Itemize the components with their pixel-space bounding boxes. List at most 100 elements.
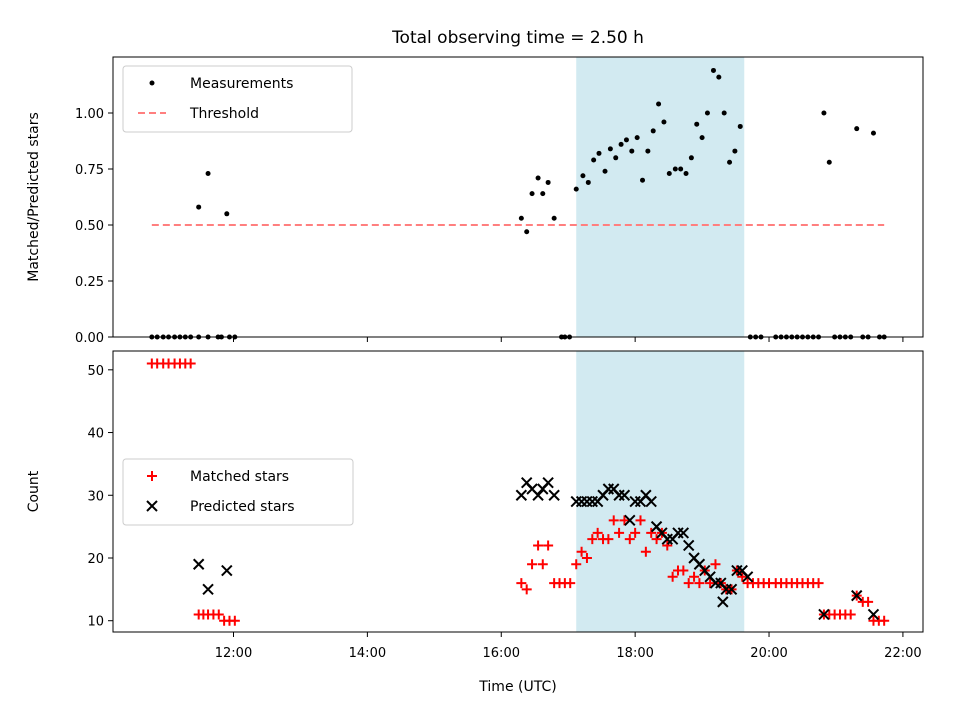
x-tick-label: 22:00 bbox=[884, 646, 921, 661]
predicted-star-point bbox=[624, 514, 636, 527]
measurement-point bbox=[704, 110, 710, 116]
measurement-point bbox=[870, 130, 876, 136]
matched-star-point bbox=[863, 596, 874, 607]
y-tick-label: 0.00 bbox=[75, 331, 104, 346]
measurement-point bbox=[205, 170, 211, 176]
legend-label: Matched stars bbox=[190, 469, 289, 485]
measurement-point bbox=[573, 186, 579, 192]
y-tick-label: 0.75 bbox=[75, 163, 104, 178]
matched-star-point bbox=[527, 559, 538, 570]
measurement-point bbox=[545, 179, 551, 185]
measurement-point bbox=[656, 101, 662, 107]
measurement-point bbox=[613, 155, 619, 161]
matched-star-point bbox=[565, 578, 576, 589]
measurement-point bbox=[524, 229, 530, 235]
matched-star-point bbox=[521, 584, 532, 595]
y-tick-label: 50 bbox=[87, 364, 104, 379]
measurement-point bbox=[585, 179, 591, 185]
matched-star-point bbox=[646, 527, 657, 538]
y-tick-label: 0.25 bbox=[75, 275, 104, 290]
x-tick-label: 12:00 bbox=[215, 646, 252, 661]
matched-star-point bbox=[667, 571, 678, 582]
matched-star-point bbox=[213, 609, 224, 620]
predicted-star-point bbox=[542, 477, 554, 489]
x-tick-label: 20:00 bbox=[750, 646, 787, 661]
measurement-point bbox=[602, 168, 608, 174]
measurement-point bbox=[650, 128, 656, 134]
matched-star-point bbox=[576, 546, 587, 557]
predicted-star-point bbox=[515, 489, 528, 501]
measurement-point bbox=[596, 150, 602, 156]
legend-box bbox=[122, 65, 353, 133]
x-axis-label: Time (UTC) bbox=[478, 679, 556, 695]
legend-box bbox=[122, 458, 354, 526]
matched-star-point bbox=[710, 559, 721, 570]
observing-window-band bbox=[576, 57, 745, 337]
predicted-star-point bbox=[725, 583, 738, 596]
y-axis-label: Matched/Predicted stars bbox=[26, 112, 42, 282]
matched-star-point bbox=[630, 527, 641, 538]
y-tick-label: 10 bbox=[87, 615, 104, 630]
measurement-point bbox=[661, 119, 667, 125]
matched-star-point bbox=[635, 515, 646, 526]
measurement-point bbox=[623, 137, 629, 143]
chart-title: Total observing time = 2.50 h bbox=[391, 28, 644, 48]
observing-window-band bbox=[576, 351, 745, 632]
legend-marker bbox=[146, 500, 158, 512]
predicted-star-point bbox=[618, 489, 631, 501]
matched-star-point bbox=[608, 515, 619, 526]
matched-star-point bbox=[587, 534, 598, 545]
predicted-star-point bbox=[867, 608, 880, 621]
legend-label: Measurements bbox=[190, 76, 293, 92]
measurement-point bbox=[683, 170, 689, 176]
measurement-point bbox=[196, 204, 202, 210]
measurement-point bbox=[688, 155, 694, 161]
x-tick-label: 14:00 bbox=[349, 646, 386, 661]
legend: Measurements Threshold bbox=[122, 65, 353, 133]
measurement-point bbox=[224, 211, 230, 217]
matched-star-point bbox=[813, 578, 824, 589]
matched-star-point bbox=[678, 565, 689, 576]
measurement-point bbox=[618, 141, 624, 147]
predicted-star-point bbox=[548, 489, 560, 501]
y-tick-label: 0.50 bbox=[75, 219, 104, 234]
matched-star-point bbox=[662, 540, 673, 551]
series-layer bbox=[146, 358, 890, 626]
measurement-point bbox=[529, 191, 535, 197]
legend-label: Threshold bbox=[189, 106, 259, 122]
predicted-star-point bbox=[221, 564, 233, 577]
matched-star-point bbox=[571, 559, 582, 570]
matched-star-point bbox=[603, 534, 614, 545]
legend-marker bbox=[147, 471, 157, 481]
predicted-star-point bbox=[682, 539, 695, 552]
x-tick-label: 16:00 bbox=[483, 646, 520, 661]
measurement-point bbox=[826, 159, 832, 165]
matched-star-point bbox=[624, 534, 635, 545]
measurement-point bbox=[694, 121, 700, 127]
matched-star-point bbox=[879, 615, 890, 626]
predicted-star-point bbox=[717, 596, 729, 608]
x-tick-label: 18:00 bbox=[616, 646, 653, 661]
matched-star-point bbox=[581, 552, 592, 563]
predicted-star-point bbox=[741, 571, 754, 583]
y-tick-label: 20 bbox=[87, 552, 104, 567]
matched-star-point bbox=[185, 358, 196, 369]
y-tick-label: 30 bbox=[87, 489, 104, 504]
measurement-point bbox=[721, 110, 727, 116]
measurement-point bbox=[580, 173, 586, 179]
measurement-point bbox=[678, 166, 684, 172]
matched-star-point bbox=[619, 515, 630, 526]
measurement-point bbox=[540, 191, 546, 197]
measurement-point bbox=[732, 148, 738, 154]
legend-marker bbox=[149, 80, 155, 86]
matched-star-point bbox=[845, 609, 856, 620]
measurement-point bbox=[591, 157, 597, 163]
measurement-point bbox=[607, 146, 613, 152]
axes-frame bbox=[112, 350, 924, 633]
matched-star-point bbox=[533, 540, 544, 551]
matched-star-point bbox=[516, 578, 527, 589]
legend-label: Predicted stars bbox=[190, 499, 295, 515]
measurement-point bbox=[672, 166, 678, 172]
matched-star-point bbox=[689, 571, 700, 582]
measurement-point bbox=[535, 175, 541, 181]
